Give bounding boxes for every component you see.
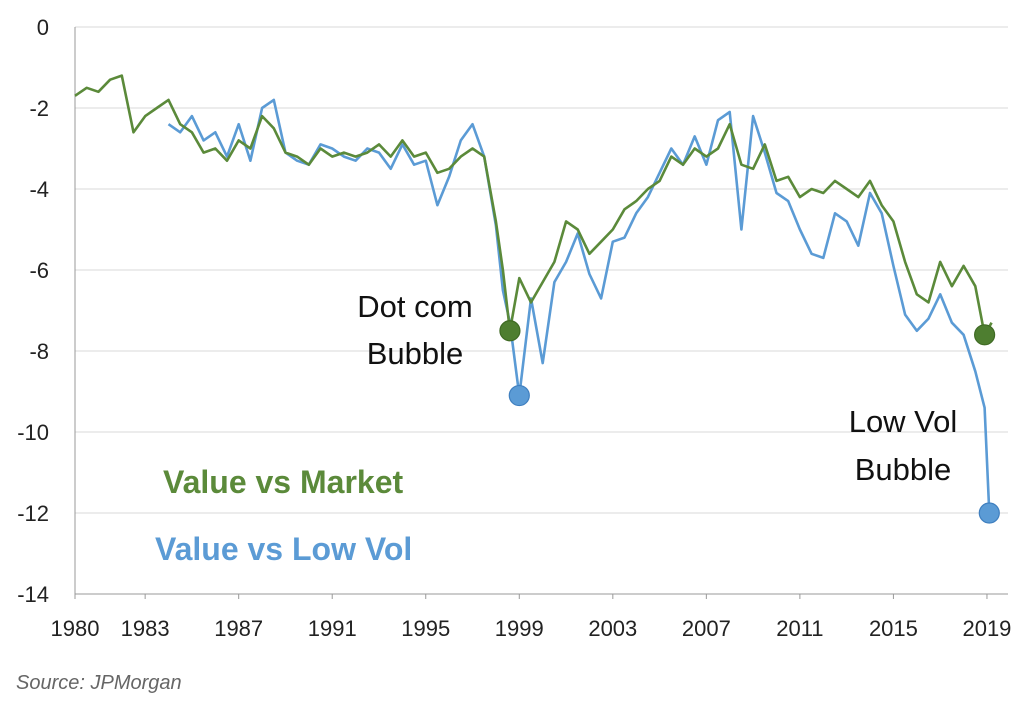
y-tick-label: -6: [29, 258, 49, 283]
y-tick-label: -4: [29, 177, 49, 202]
x-tick-labels: 1980 1983 1987 1991 1995 1999 2003 2007 2011 2015…: [51, 616, 1012, 641]
y-tick-label: -10: [17, 420, 49, 445]
annotation-low-vol-line2: Bubble: [855, 452, 952, 487]
highlight-marker-low-vol: [508, 384, 530, 407]
x-tick-label: 2003: [588, 616, 637, 641]
x-tick-label: 2019: [962, 616, 1011, 641]
annotation-dot-com-line1: Dot com: [357, 289, 472, 324]
y-tick-label: -8: [29, 339, 49, 364]
highlight-marker-market: [974, 324, 996, 346]
annotation-low-vol-line1: Low Vol: [849, 404, 958, 439]
x-tick-label: 1983: [121, 616, 170, 641]
x-tick-label: 1987: [214, 616, 263, 641]
highlight-marker-market: [499, 320, 521, 342]
x-tick-label: 1999: [495, 616, 544, 641]
y-tick-label: -12: [17, 501, 49, 526]
y-tick-label: -2: [29, 96, 49, 121]
x-tick-label: 2015: [869, 616, 918, 641]
y-tick-label: -14: [17, 582, 49, 607]
x-tick-label: 1980: [51, 616, 100, 641]
legend-value-vs-low-vol: Value vs Low Vol: [155, 531, 412, 567]
x-tick-label: 1991: [308, 616, 357, 641]
highlight-markers: [499, 320, 1000, 524]
series-lines: [74, 74, 993, 514]
y-tick-label: 0: [37, 15, 49, 40]
gridlines: [75, 26, 1008, 514]
y-tick-labels: 0 -2 -4 -6 -8 -10 -12 -14: [17, 15, 49, 607]
axes: [74, 27, 1008, 599]
annotation-dot-com-line2: Bubble: [367, 336, 464, 371]
legend-value-vs-market: Value vs Market: [163, 464, 403, 500]
highlight-marker-low-vol: [978, 502, 1000, 524]
x-tick-label: 2011: [776, 616, 823, 641]
x-tick-label: 1995: [401, 616, 450, 641]
source-note: Source: JPMorgan: [16, 672, 182, 694]
series-line-value-vs-market: [74, 74, 993, 337]
x-tick-label: 2007: [682, 616, 731, 641]
